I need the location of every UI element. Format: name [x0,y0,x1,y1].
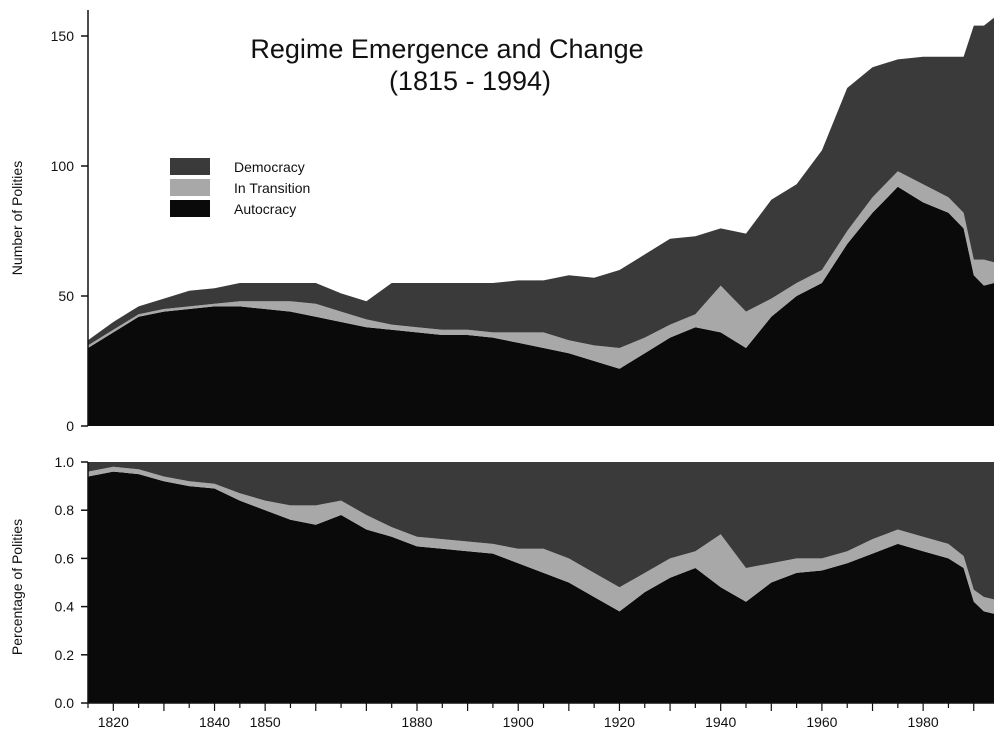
x-tick-label: 1840 [199,714,230,730]
percentage-y-tick-label: 0.8 [55,502,75,518]
count-y-tick-label: 50 [58,288,74,304]
percentage-area-in-transition [88,466,994,614]
chart-subtitle: (1815 - 1994) [389,66,551,96]
percentage-y-tick-label: 0.2 [55,647,75,663]
legend-swatch-in-transition [170,179,210,196]
x-tick-label: 1980 [908,714,939,730]
percentage-y-axis-title: Percentage of Polities [9,519,25,655]
count-area-democracy [88,17,994,349]
count-y-tick-label: 150 [51,28,75,44]
legend: Democracy In Transition Autocracy [170,158,310,217]
percentage-area-layers [88,462,994,703]
count-area-autocracy [88,186,994,426]
chart-title: Regime Emergence and Change [250,34,643,64]
legend-label-democracy: Democracy [234,159,305,175]
x-tick-label: 1820 [98,714,129,730]
legend-swatch-autocracy [170,200,210,217]
count-y-axis-title: Number of Polities [9,161,25,275]
legend-label-in-transition: In Transition [234,180,310,196]
x-tick-label: 1920 [604,714,635,730]
percentage-y-tick-label: 1.0 [55,454,75,470]
count-y-ticks: 0 50 100 150 [51,28,88,434]
percentage-y-tick-label: 0.4 [55,599,75,615]
percentage-area-democracy [88,462,994,600]
legend-swatch-democracy [170,158,210,175]
percentage-y-tick-label: 0.0 [55,695,75,711]
x-tick-label: 1900 [503,714,534,730]
legend-label-autocracy: Autocracy [234,201,296,217]
count-y-tick-label: 100 [51,158,75,174]
count-y-tick-label: 0 [66,418,74,434]
x-tick-label: 1940 [705,714,736,730]
count-area-layers [88,17,994,426]
percentage-y-tick-label: 0.6 [55,550,75,566]
percentage-y-ticks: 0.0 0.2 0.4 0.6 0.8 1.0 [55,454,88,711]
count-area-in-transition [88,171,994,369]
percentage-panel: 0.00.20.40.60.81.0 1820 1840 1850 1880 1900 1… [9,454,994,730]
x-tick-label: 1960 [806,714,837,730]
percentage-area-autocracy [88,471,994,703]
count-panel: 0 50 100 150 Number of Polities Regime Emer… [9,10,994,434]
x-tick-label: 1880 [401,714,432,730]
x-tick-label: 1850 [250,714,281,730]
x-ticks: 1820 1840 1850 1880 1900 1920 1940 1960 1980 [87,703,975,730]
